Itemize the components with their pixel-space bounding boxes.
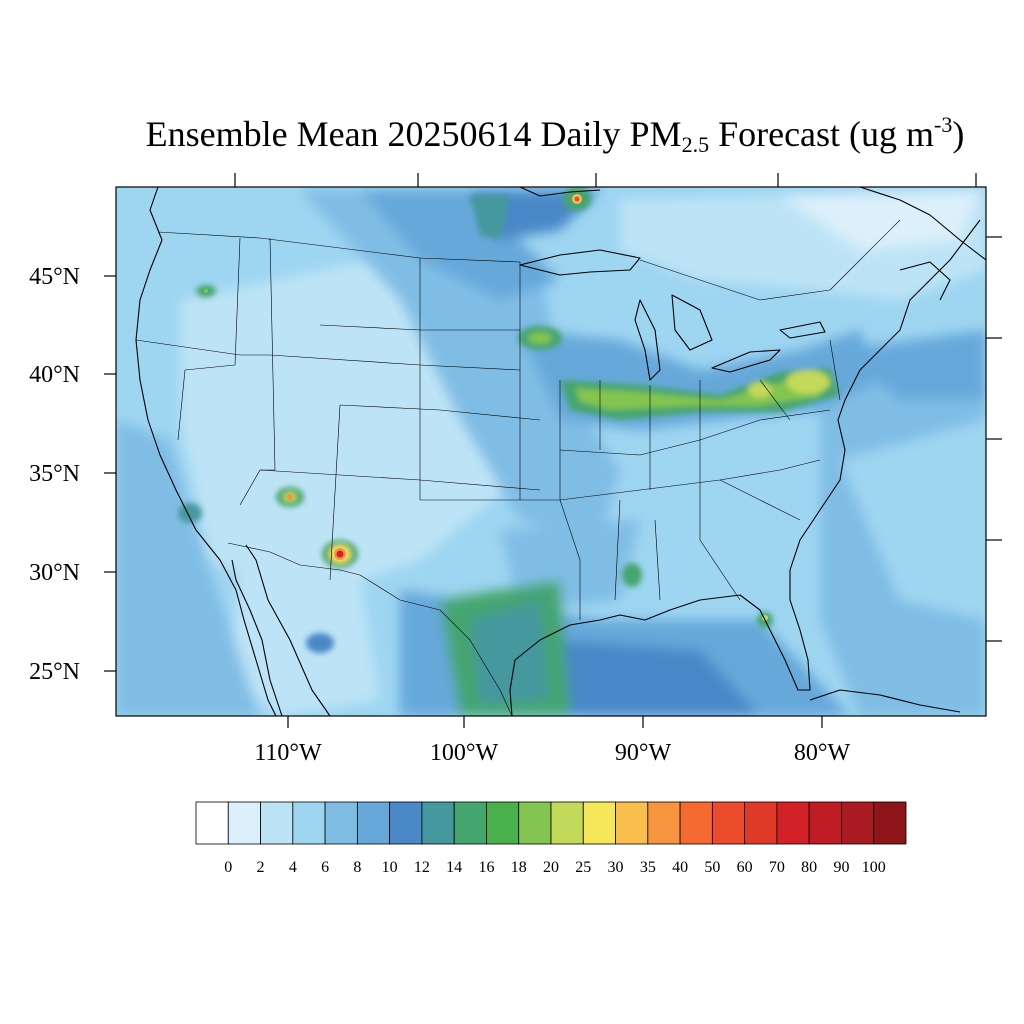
- colorbar-label: 30: [608, 859, 624, 876]
- colorbar-label: 35: [640, 859, 656, 876]
- colorbar-label: 25: [575, 859, 591, 876]
- coastline-outline: [135, 187, 986, 716]
- colorbar-swatch: [356, 801, 391, 845]
- colorbar-label: 18: [511, 859, 527, 876]
- colorbar-swatch: [744, 801, 778, 845]
- colorbar-swatch: [582, 801, 616, 845]
- colorbar-swatch: [486, 801, 520, 845]
- colorbar-label: 50: [704, 859, 720, 876]
- lat-label-30: 30°N: [29, 560, 80, 586]
- colorbar-label: 6: [321, 859, 329, 876]
- colorbar-swatch: [873, 801, 907, 845]
- colorbar-swatch: [711, 801, 746, 845]
- colorbar-label: 20: [543, 859, 559, 876]
- lon-label-100w: 100°W: [430, 740, 499, 766]
- axis-ticks: [104, 173, 1002, 728]
- colorbar-swatch: [615, 801, 649, 845]
- colorbar-swatch: [292, 801, 326, 845]
- colorbar-label: 80: [801, 859, 817, 876]
- colorbar: 0 2 4 6 8 10 12 14 16 18 20 25 30 35 40 50 60 70 80 90 100: [195, 801, 907, 876]
- colorbar-label: 16: [478, 859, 494, 876]
- lat-label-35: 35°N: [29, 461, 80, 487]
- colorbar-swatch: [389, 801, 423, 845]
- colorbar-label: 14: [446, 859, 462, 876]
- lon-label-90w: 90°W: [615, 740, 672, 766]
- lat-label-25: 25°N: [29, 659, 80, 685]
- colorbar-label: 10: [382, 859, 398, 876]
- colorbar-swatch: [841, 801, 875, 845]
- colorbar-label: 8: [353, 859, 361, 876]
- lon-label-80w: 80°W: [794, 740, 851, 766]
- state-borders: [135, 219, 901, 716]
- colorbar-swatch: [453, 801, 487, 845]
- colorbar-swatch: [324, 801, 358, 845]
- concentration-field: [116, 187, 986, 716]
- colorbar-swatch: [518, 801, 552, 845]
- colorbar-label: 100: [862, 859, 886, 876]
- colorbar-label: 90: [833, 859, 849, 876]
- map-frame: [115, 186, 987, 717]
- colorbar-swatch: [679, 801, 713, 845]
- colorbar-swatch: [260, 801, 294, 845]
- colorbar-label: 70: [769, 859, 785, 876]
- colorbar-swatch: [776, 801, 810, 845]
- map-title: Ensemble Mean 20250614 Daily PM2.5 Forec…: [145, 112, 965, 157]
- colorbar-swatch: [421, 801, 455, 845]
- colorbar-label: 12: [414, 859, 430, 876]
- colorbar-label: 4: [289, 859, 297, 876]
- lat-label-40: 40°N: [29, 362, 80, 388]
- colorbar-label: 60: [737, 859, 753, 876]
- colorbar-swatch: [227, 801, 261, 845]
- colorbar-swatch: [550, 801, 584, 845]
- colorbar-swatch: [808, 801, 842, 845]
- colorbar-label: 0: [224, 859, 232, 876]
- colorbar-swatch: [195, 801, 229, 845]
- colorbar-swatch: [647, 801, 681, 845]
- lat-label-45: 45°N: [29, 264, 80, 290]
- colorbar-label: 40: [672, 859, 688, 876]
- lon-label-110w: 110°W: [254, 740, 322, 766]
- colorbar-label: 2: [257, 859, 265, 876]
